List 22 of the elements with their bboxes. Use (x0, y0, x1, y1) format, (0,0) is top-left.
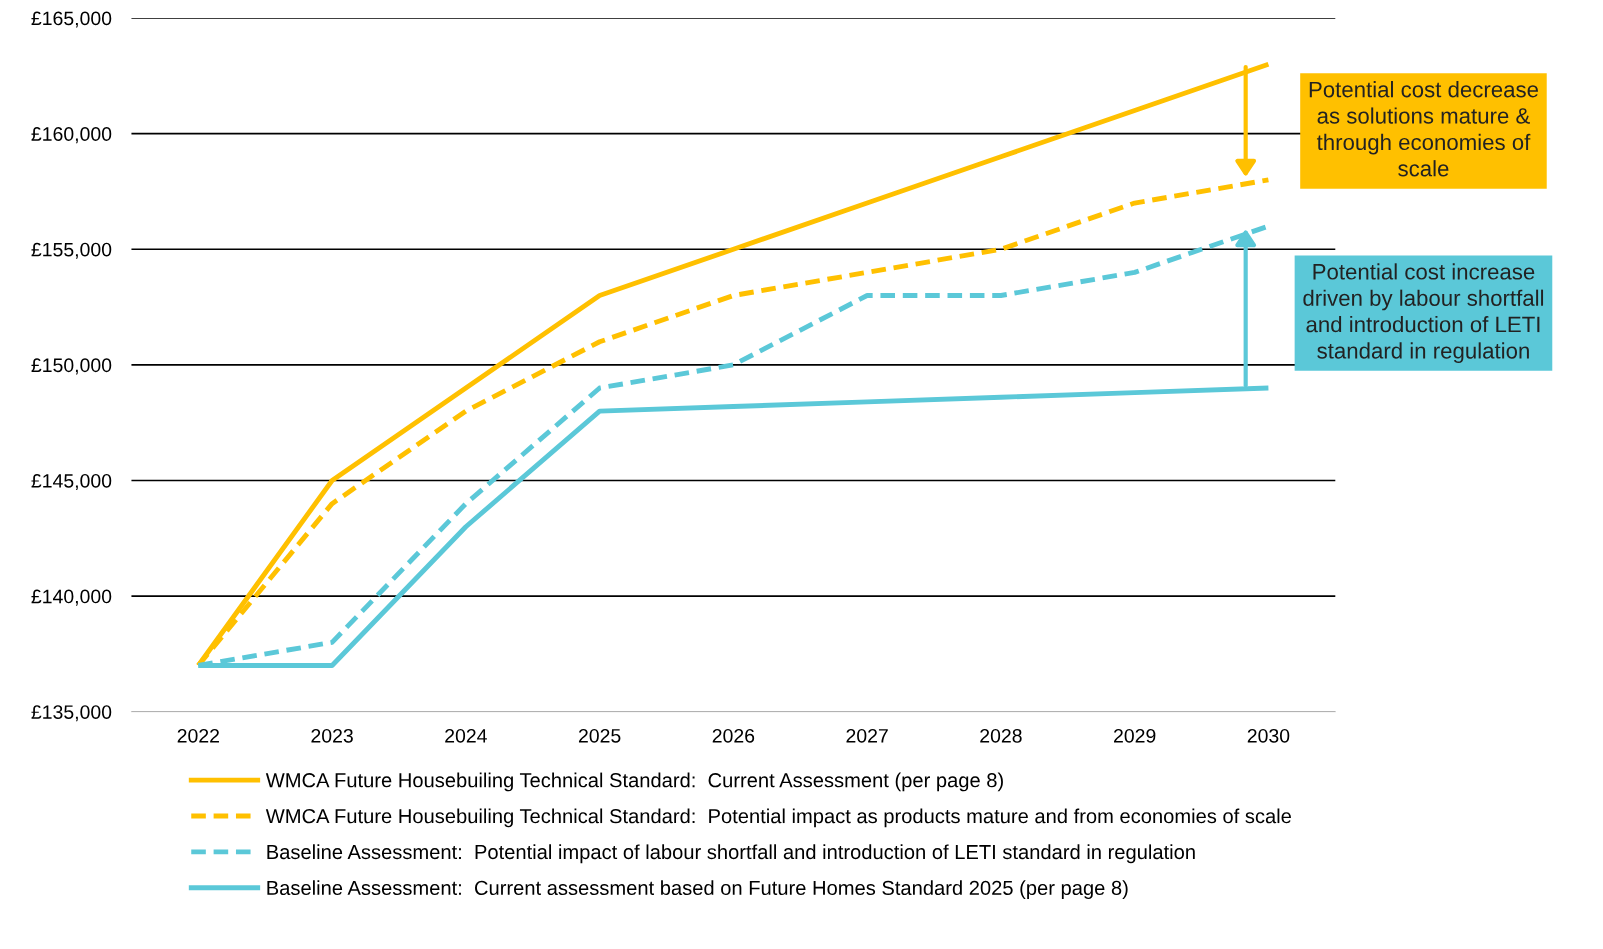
x-tick-label: 2027 (846, 728, 888, 743)
y-tick-label: £145,000 (31, 473, 112, 491)
y-tick-label: £150,000 (31, 358, 112, 375)
x-tick-label: 2022 (177, 728, 219, 743)
y-tick-label: £140,000 (31, 589, 112, 606)
x-tick-label: 2028 (980, 728, 1022, 743)
annotation: Potential cost decrease as solutions mature & through economies of scale (1309, 81, 1538, 177)
x-tick-label: 2024 (445, 728, 487, 743)
x-tick-label: 2023 (311, 728, 353, 743)
y-tick-label: £135,000 (31, 705, 112, 722)
y-tick-label: £160,000 (31, 127, 112, 144)
x-tick-label: 2030 (1247, 728, 1290, 743)
annotation: Potential cost increase driven by labour shortfall and introduction of LETI standard in regulation (1303, 263, 1544, 364)
legend-label: Baseline Assessment: Potential impact of labour shortfall and introduction of LETI standard in regulation (267, 844, 1195, 864)
legend-label: WMCA Future Housebuiling Technical Standard: Current Assessment (per page 8) (265, 772, 1003, 792)
x-tick-label: 2025 (578, 728, 621, 743)
y-tick-label: £155,000 (31, 242, 112, 259)
legend-label: Baseline Assessment: Current assessment based on Future Homes Standard 2025 (per page 8) (267, 880, 1128, 900)
legend-label: WMCA Future Housebuiling Technical Standard: Potential impact as products mature and from economies of scale (265, 808, 1291, 828)
x-tick-label: 2029 (1114, 728, 1156, 743)
x-tick-label: 2026 (712, 728, 755, 743)
y-tick-label: £165,000 (31, 11, 112, 28)
